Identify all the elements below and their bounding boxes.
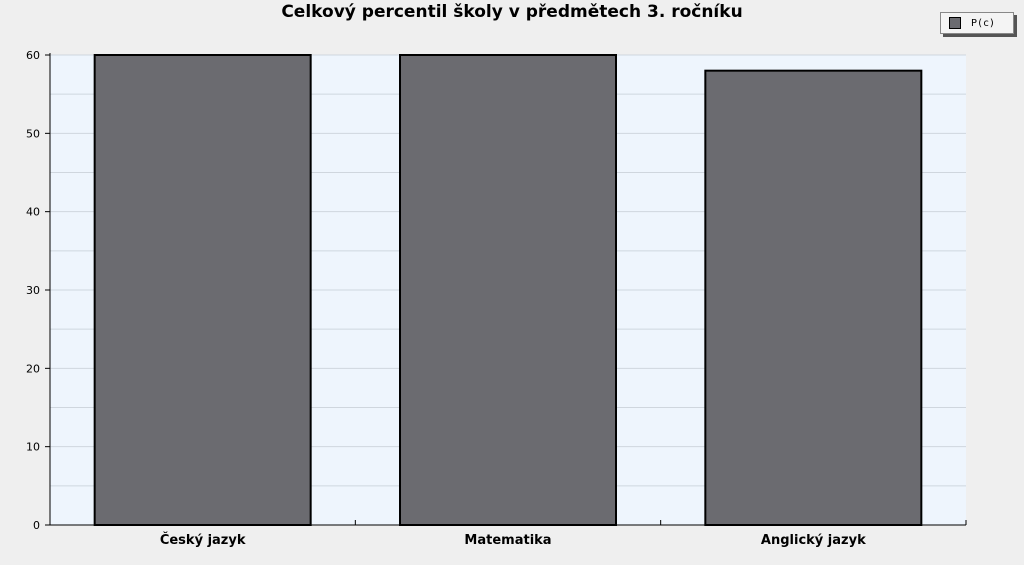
y-tick-label: 30 bbox=[26, 284, 40, 297]
bar bbox=[704, 69, 923, 527]
bar bbox=[399, 54, 617, 526]
x-tick-label: Český jazyk bbox=[160, 532, 246, 548]
x-tick-label: Anglický jazyk bbox=[761, 533, 866, 548]
legend: P(c) bbox=[940, 12, 1014, 34]
chart-title: Celkový percentil školy v předmětech 3. … bbox=[281, 2, 743, 22]
y-tick-label: 10 bbox=[26, 441, 40, 454]
legend-swatch bbox=[949, 17, 961, 29]
legend-label: P(c) bbox=[971, 17, 996, 29]
y-tick-label: 50 bbox=[26, 127, 40, 140]
y-tick-label: 60 bbox=[26, 49, 40, 62]
y-tick-label: 40 bbox=[26, 206, 40, 219]
y-tick-label: 20 bbox=[26, 362, 40, 375]
bar bbox=[93, 54, 312, 526]
y-tick-label: 0 bbox=[33, 519, 40, 532]
x-tick-label: Matematika bbox=[464, 533, 551, 548]
